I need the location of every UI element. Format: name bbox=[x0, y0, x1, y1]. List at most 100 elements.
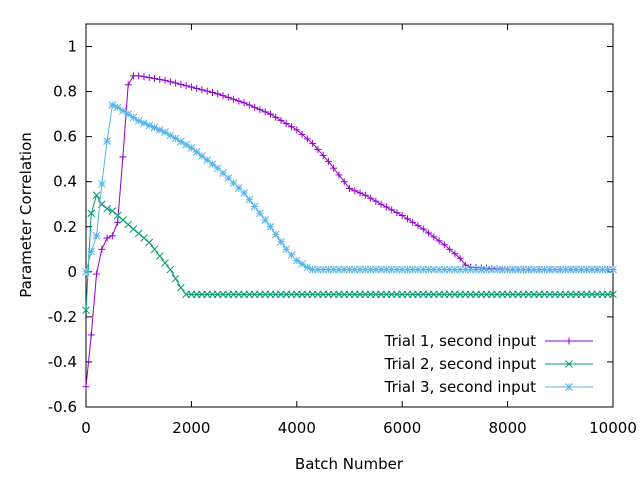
x-tick-label: 8000 bbox=[489, 419, 527, 437]
series-2-point bbox=[103, 204, 111, 213]
y-axis-title: Parameter Correlation bbox=[17, 132, 35, 298]
series-1-point bbox=[319, 151, 327, 159]
series-1-point bbox=[356, 189, 364, 197]
series-1-point bbox=[451, 250, 459, 258]
series-3-point bbox=[208, 160, 217, 168]
series-3-point bbox=[198, 152, 206, 160]
series-3-point bbox=[277, 237, 285, 246]
series-1-point bbox=[245, 101, 253, 109]
axis-tick-labels: 0 2000 4000 6000 8000 10000 -0.6 -0.4 -0.2 0 0.2 0.… bbox=[48, 38, 637, 437]
series-3-point bbox=[166, 131, 175, 140]
series-1-point bbox=[388, 206, 396, 214]
series-2-point bbox=[145, 238, 154, 247]
series-1-point bbox=[425, 229, 433, 237]
y-tick-label: 0 bbox=[67, 263, 77, 281]
series-3-point bbox=[187, 144, 196, 152]
series-1-point bbox=[456, 254, 464, 262]
legend: Trial 1, second input Trial 2, second inp… bbox=[384, 332, 593, 396]
series-1-point bbox=[361, 191, 369, 199]
series-2 bbox=[82, 191, 617, 314]
series-1-point bbox=[372, 197, 380, 205]
series-1-point bbox=[230, 95, 238, 103]
series-3-point bbox=[609, 265, 617, 274]
series-1-point bbox=[124, 81, 132, 89]
series-3-point bbox=[134, 117, 143, 125]
series-2-point bbox=[177, 283, 185, 292]
series-3-point bbox=[124, 110, 133, 118]
series-1-point bbox=[282, 120, 290, 128]
series-1-point bbox=[224, 93, 232, 101]
x-tick-label: 6000 bbox=[383, 419, 421, 437]
series-1-point bbox=[393, 209, 401, 217]
series-3-point bbox=[250, 202, 259, 211]
series-1-line bbox=[85, 75, 613, 387]
series-1-point bbox=[140, 73, 148, 81]
legend-marker bbox=[565, 337, 573, 345]
series-2-point bbox=[92, 191, 101, 200]
series-3-point bbox=[87, 247, 96, 256]
x-tick-label: 0 bbox=[81, 419, 91, 437]
x-tick-label: 2000 bbox=[172, 419, 210, 437]
series-1-point bbox=[324, 157, 332, 165]
series-3-point bbox=[229, 179, 238, 187]
series-3-point bbox=[245, 195, 254, 204]
legend-label: Trial 3, second input bbox=[384, 378, 536, 396]
series-1-point bbox=[288, 123, 296, 131]
x-axis-title: Batch Number bbox=[295, 455, 404, 473]
series-1-point bbox=[430, 233, 438, 241]
series-3-point bbox=[271, 230, 280, 239]
series-3-point bbox=[282, 245, 291, 254]
series-1-point bbox=[261, 108, 269, 116]
series-2-point bbox=[166, 265, 175, 274]
legend-label: Trial 1, second input bbox=[384, 332, 536, 350]
series-1-point bbox=[156, 75, 164, 83]
series-1-point bbox=[414, 222, 422, 230]
series-1-point bbox=[182, 82, 190, 90]
series-1-point bbox=[298, 130, 306, 138]
series-1-point bbox=[277, 116, 285, 124]
series-2-point bbox=[150, 245, 159, 254]
series-3-point bbox=[266, 222, 275, 231]
series-3-point bbox=[113, 103, 122, 112]
series-2-point bbox=[140, 234, 148, 242]
series-1-point bbox=[256, 106, 264, 114]
series-1-point bbox=[403, 215, 411, 223]
series-2-point bbox=[609, 290, 617, 299]
series-1-point bbox=[340, 178, 348, 186]
series-3-point bbox=[92, 231, 101, 240]
series-1-point bbox=[377, 200, 385, 208]
series-1-point bbox=[214, 90, 222, 98]
series-1-point bbox=[198, 86, 206, 94]
series-3-point bbox=[261, 216, 270, 224]
series-layer bbox=[82, 72, 617, 391]
series-1-point bbox=[367, 194, 375, 202]
series-1-point bbox=[87, 331, 95, 339]
series-3-point bbox=[203, 156, 212, 164]
series-1-point bbox=[161, 76, 169, 84]
series-3 bbox=[82, 101, 617, 276]
series-1-point bbox=[193, 84, 201, 92]
series-2-point bbox=[171, 274, 180, 283]
series-1-point bbox=[208, 88, 216, 96]
series-1-point bbox=[135, 72, 143, 80]
series-1-point bbox=[398, 212, 406, 219]
legend-marker bbox=[565, 383, 573, 391]
series-3-point bbox=[82, 267, 90, 276]
series-1-point bbox=[172, 79, 180, 87]
series-3-point bbox=[97, 180, 106, 188]
series-2-point bbox=[134, 229, 143, 238]
series-2-point bbox=[119, 216, 127, 224]
series-1-point bbox=[266, 110, 274, 118]
y-tick-label: -0.6 bbox=[48, 398, 77, 416]
series-1-point bbox=[346, 184, 353, 192]
series-1-point bbox=[435, 237, 443, 245]
series-1-point bbox=[330, 164, 338, 172]
series-1 bbox=[82, 72, 617, 391]
y-tick-label: -0.2 bbox=[48, 308, 77, 326]
series-1-point bbox=[119, 153, 127, 161]
x-tick-label: 10000 bbox=[589, 419, 637, 437]
series-1-point bbox=[309, 139, 317, 147]
series-1-point bbox=[335, 171, 343, 179]
series-1-point bbox=[203, 87, 211, 95]
legend-label: Trial 2, second input bbox=[384, 355, 536, 373]
